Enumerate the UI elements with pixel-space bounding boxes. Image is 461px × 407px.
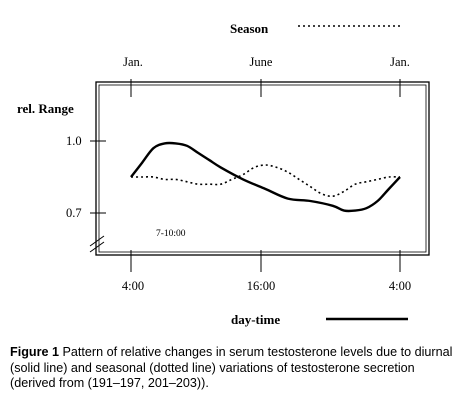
top-axis-label-3: Jan. xyxy=(390,55,410,69)
season-series-line xyxy=(130,164,401,198)
legend-season-label: Season xyxy=(230,21,269,36)
caption-text: Pattern of relative changes in serum tes… xyxy=(10,345,453,390)
plot-frame-inner xyxy=(98,84,427,253)
bottom-axis-label-1: 4:00 xyxy=(122,279,144,293)
y-axis-label: rel. Range xyxy=(17,101,74,116)
axis-break-1 xyxy=(89,235,105,247)
top-axis-label-1: Jan. xyxy=(123,55,143,69)
daytime-series-line xyxy=(130,141,401,213)
top-axis-label-2: June xyxy=(250,55,273,69)
y-tick-label-2: 0.7 xyxy=(66,206,82,220)
y-tick-label-1: 1.0 xyxy=(66,134,82,148)
axis-break-2 xyxy=(89,241,105,253)
figure-caption: Figure 1 Pattern of relative changes in … xyxy=(10,345,455,392)
legend-daytime-label: day-time xyxy=(231,312,280,327)
caption-label: Figure 1 xyxy=(10,345,59,359)
chart: Season Jan. June Jan. rel. Range 1.0 0.7… xyxy=(17,21,430,327)
annotation-time: 7-10:00 xyxy=(156,229,186,239)
bottom-axis-label-3: 4:00 xyxy=(389,279,411,293)
bottom-axis-label-2: 16:00 xyxy=(247,279,275,293)
plot-frame-outer xyxy=(95,81,430,256)
